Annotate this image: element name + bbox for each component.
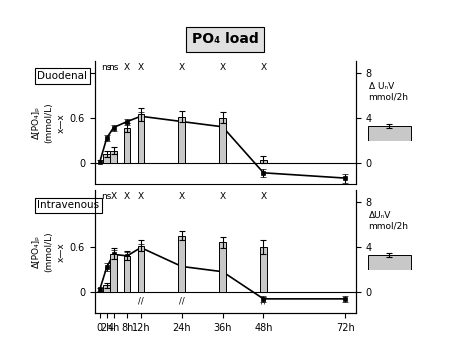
Bar [137, 246, 144, 292]
Bar [219, 242, 226, 292]
Bar [179, 235, 185, 292]
Text: X: X [179, 192, 185, 201]
Bar [110, 253, 117, 292]
Bar [110, 150, 117, 163]
Text: X: X [219, 192, 226, 201]
Text: ΔUₙV
mmol/2h: ΔUₙV mmol/2h [369, 211, 409, 231]
Text: X: X [124, 63, 130, 72]
Text: //: // [261, 296, 266, 305]
Text: PO₄ load: PO₄ load [192, 32, 258, 46]
Text: X: X [110, 192, 117, 201]
Text: X: X [138, 192, 144, 201]
Y-axis label: Δ[PO₄]ₚ
(mmol/L)
x—x: Δ[PO₄]ₚ (mmol/L) x—x [32, 102, 65, 143]
Text: Δ UₙV
mmol/2h: Δ UₙV mmol/2h [369, 82, 409, 102]
Text: //: // [138, 296, 144, 305]
Text: ns: ns [101, 192, 112, 201]
Text: Intravenous: Intravenous [37, 200, 100, 210]
Text: X: X [260, 192, 266, 201]
Bar [260, 159, 267, 163]
Text: X: X [260, 63, 266, 72]
Bar [137, 114, 144, 163]
Bar [219, 118, 226, 163]
Bar [124, 128, 130, 163]
Text: //: // [179, 296, 184, 305]
Bar [260, 247, 267, 292]
Text: Duodenal: Duodenal [37, 71, 87, 81]
Text: X: X [138, 63, 144, 72]
Text: X: X [124, 192, 130, 201]
Text: ns: ns [109, 63, 118, 72]
Text: ns: ns [101, 63, 112, 72]
Bar [179, 117, 185, 163]
Bar [103, 154, 110, 163]
Bar [103, 285, 110, 292]
Bar [124, 256, 130, 292]
Y-axis label: Δ[PO₄]ₚ
(mmol/L)
x—x: Δ[PO₄]ₚ (mmol/L) x—x [32, 231, 65, 272]
Text: X: X [219, 63, 226, 72]
Text: X: X [179, 63, 185, 72]
